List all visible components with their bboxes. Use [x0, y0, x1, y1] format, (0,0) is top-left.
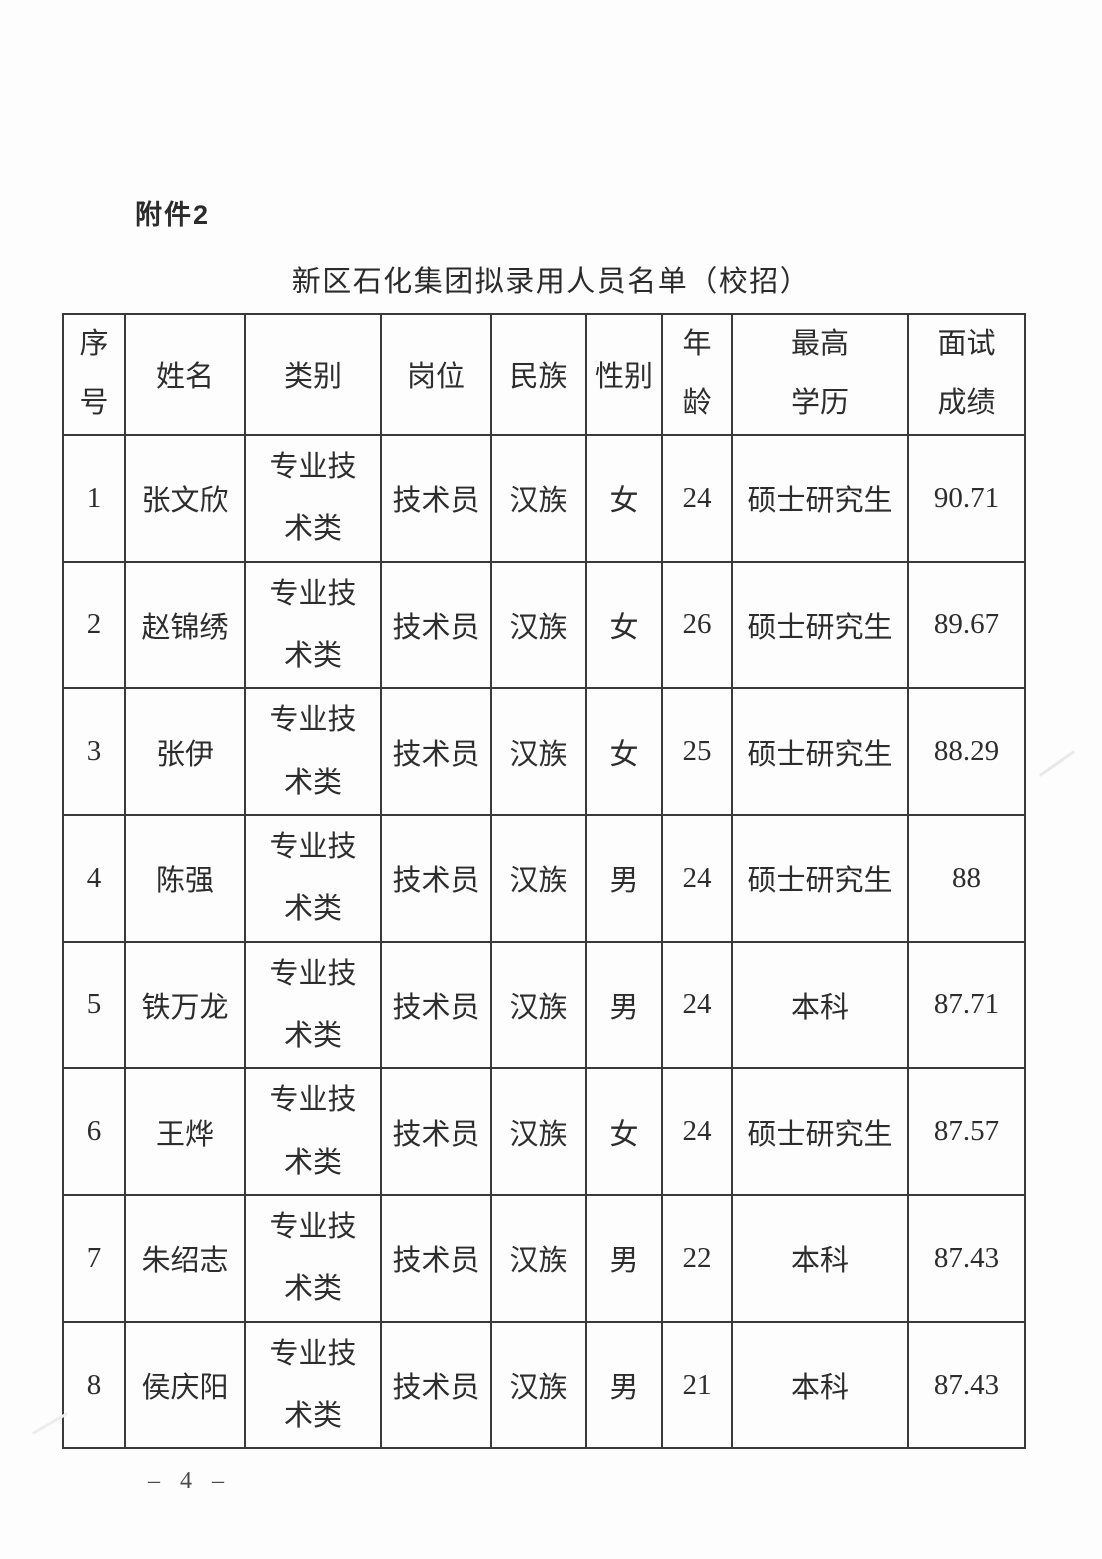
table-row: 5 铁万龙 专业技术类 技术员 汉族 男 24 本科 87.71 [62, 940, 1026, 1070]
cell-name: 朱绍志 [124, 1194, 246, 1323]
cell-score: 88 [907, 813, 1026, 943]
cell-ethnicity: 汉族 [490, 560, 587, 690]
cell-category: 专业技术类 [244, 813, 382, 943]
table-row: 6 王烨 专业技术类 技术员 汉族 女 24 硕士研究生 87.57 [62, 1067, 1026, 1196]
cell-index: 1 [62, 433, 126, 563]
cell-name: 赵锦绣 [124, 560, 246, 690]
table-row: 8 侯庆阳 专业技术类 技术员 汉族 男 21 本科 87.43 [62, 1320, 1026, 1450]
cell-education: 硕士研究生 [731, 813, 909, 943]
cell-ethnicity: 汉族 [490, 687, 587, 816]
cell-age: 24 [661, 1067, 733, 1196]
cell-score: 87.71 [907, 940, 1026, 1070]
header-cell-age: 年龄 [661, 313, 733, 436]
header-cell-name: 姓名 [124, 313, 246, 436]
cell-position: 技术员 [380, 433, 492, 563]
attachment-label: 附件2 [135, 200, 211, 230]
cell-index: 2 [62, 560, 126, 690]
personnel-table: 序号 姓名 类别 岗位 民族 性别 年龄 最高学历 面试成绩 1 张文欣 专业技… [62, 313, 1026, 1450]
cell-education: 硕士研究生 [731, 687, 909, 816]
cell-score: 87.57 [907, 1067, 1026, 1196]
page-number: – 4 – [148, 1468, 231, 1494]
cell-score: 90.71 [907, 433, 1026, 563]
cell-score: 89.67 [907, 560, 1026, 690]
cell-education: 本科 [731, 1320, 909, 1450]
document-title: 新区石化集团拟录用人员名单（校招） [291, 266, 811, 298]
cell-age: 21 [661, 1320, 733, 1450]
header-cell-ethnicity: 民族 [490, 313, 587, 436]
scan-artifact [1038, 750, 1076, 777]
cell-gender: 女 [585, 1067, 663, 1196]
cell-gender: 女 [585, 560, 663, 690]
cell-ethnicity: 汉族 [490, 1067, 587, 1196]
cell-category: 专业技术类 [244, 1320, 382, 1450]
header-cell-gender: 性别 [585, 313, 663, 436]
cell-category: 专业技术类 [244, 560, 382, 690]
cell-gender: 男 [585, 1194, 663, 1323]
cell-score: 88.29 [907, 687, 1026, 816]
table-row: 3 张伊 专业技术类 技术员 汉族 女 25 硕士研究生 88.29 [62, 687, 1026, 816]
cell-index: 7 [62, 1194, 126, 1323]
cell-position: 技术员 [380, 813, 492, 943]
cell-education: 本科 [731, 1194, 909, 1323]
cell-name: 王烨 [124, 1067, 246, 1196]
cell-category: 专业技术类 [244, 687, 382, 816]
cell-position: 技术员 [380, 1320, 492, 1450]
cell-age: 24 [661, 940, 733, 1070]
cell-age: 24 [661, 433, 733, 563]
cell-index: 6 [62, 1067, 126, 1196]
header-cell-position: 岗位 [380, 313, 492, 436]
cell-education: 硕士研究生 [731, 433, 909, 563]
cell-name: 张文欣 [124, 433, 246, 563]
table-row: 4 陈强 专业技术类 技术员 汉族 男 24 硕士研究生 88 [62, 813, 1026, 943]
cell-age: 26 [661, 560, 733, 690]
cell-score: 87.43 [907, 1320, 1026, 1450]
cell-index: 3 [62, 687, 126, 816]
cell-age: 22 [661, 1194, 733, 1323]
cell-gender: 男 [585, 1320, 663, 1450]
cell-index: 5 [62, 940, 126, 1070]
cell-ethnicity: 汉族 [490, 1320, 587, 1450]
cell-score: 87.43 [907, 1194, 1026, 1323]
cell-gender: 女 [585, 687, 663, 816]
cell-name: 陈强 [124, 813, 246, 943]
cell-category: 专业技术类 [244, 940, 382, 1070]
cell-ethnicity: 汉族 [490, 433, 587, 563]
cell-gender: 男 [585, 940, 663, 1070]
cell-education: 本科 [731, 940, 909, 1070]
cell-education: 硕士研究生 [731, 1067, 909, 1196]
cell-age: 24 [661, 813, 733, 943]
cell-position: 技术员 [380, 1194, 492, 1323]
cell-age: 25 [661, 687, 733, 816]
cell-category: 专业技术类 [244, 1194, 382, 1323]
cell-ethnicity: 汉族 [490, 813, 587, 943]
table-header-row: 序号 姓名 类别 岗位 民族 性别 年龄 最高学历 面试成绩 [62, 313, 1026, 436]
cell-ethnicity: 汉族 [490, 1194, 587, 1323]
table-row: 1 张文欣 专业技术类 技术员 汉族 女 24 硕士研究生 90.71 [62, 433, 1026, 563]
cell-position: 技术员 [380, 560, 492, 690]
header-cell-education: 最高学历 [731, 313, 909, 436]
cell-ethnicity: 汉族 [490, 940, 587, 1070]
cell-category: 专业技术类 [244, 1067, 382, 1196]
cell-position: 技术员 [380, 687, 492, 816]
cell-name: 铁万龙 [124, 940, 246, 1070]
cell-education: 硕士研究生 [731, 560, 909, 690]
cell-gender: 男 [585, 813, 663, 943]
cell-name: 侯庆阳 [124, 1320, 246, 1450]
header-cell-index: 序号 [62, 313, 126, 436]
cell-position: 技术员 [380, 1067, 492, 1196]
cell-position: 技术员 [380, 940, 492, 1070]
header-cell-score: 面试成绩 [907, 313, 1026, 436]
cell-gender: 女 [585, 433, 663, 563]
header-cell-category: 类别 [244, 313, 382, 436]
cell-category: 专业技术类 [244, 433, 382, 563]
cell-index: 8 [62, 1320, 126, 1450]
cell-index: 4 [62, 813, 126, 943]
table-row: 7 朱绍志 专业技术类 技术员 汉族 男 22 本科 87.43 [62, 1194, 1026, 1323]
table-row: 2 赵锦绣 专业技术类 技术员 汉族 女 26 硕士研究生 89.67 [62, 560, 1026, 690]
cell-name: 张伊 [124, 687, 246, 816]
